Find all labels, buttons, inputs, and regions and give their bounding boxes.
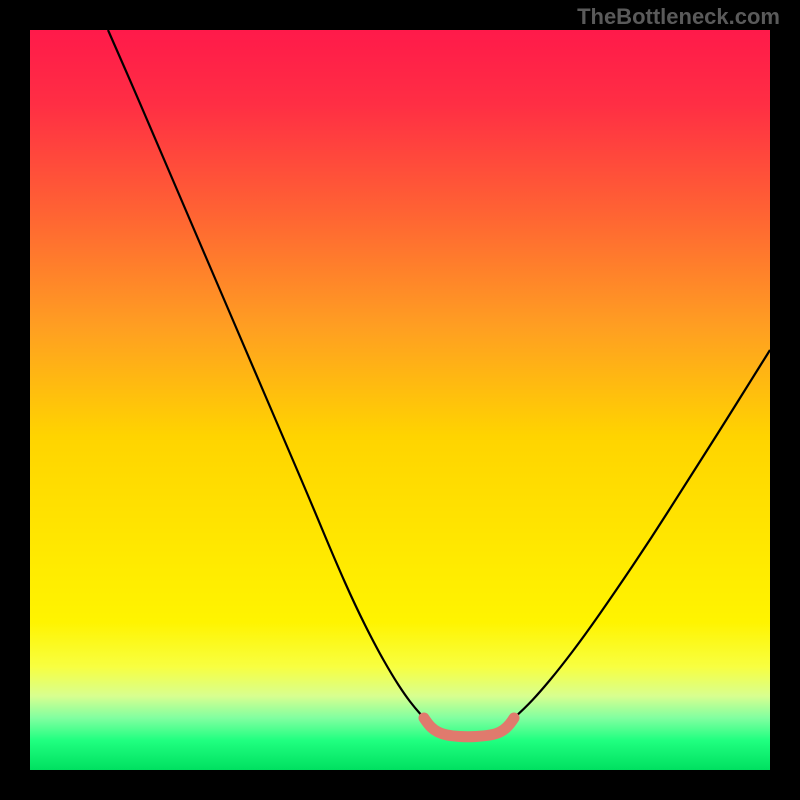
gradient-background bbox=[30, 30, 770, 770]
chart-container: TheBottleneck.com bbox=[0, 0, 800, 800]
watermark-text: TheBottleneck.com bbox=[577, 4, 780, 30]
chart-svg bbox=[30, 30, 770, 770]
plot-area bbox=[30, 30, 770, 770]
